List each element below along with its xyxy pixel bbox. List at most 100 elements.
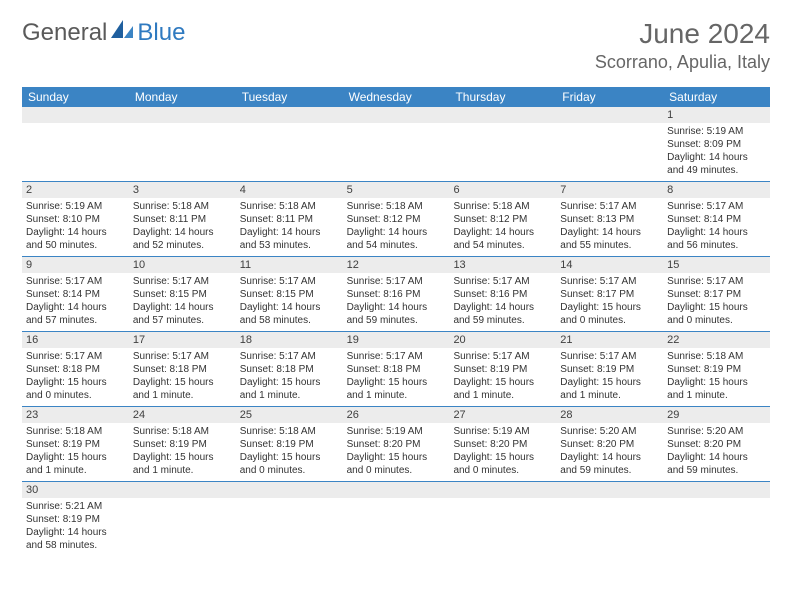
day-number: 24 [129, 407, 236, 423]
sun-info: Sunrise: 5:19 AMSunset: 8:10 PMDaylight:… [26, 200, 125, 252]
sun-info: Sunrise: 5:17 AMSunset: 8:14 PMDaylight:… [26, 275, 125, 327]
calendar-cell: Sunrise: 5:17 AMSunset: 8:14 PMDaylight:… [663, 198, 770, 256]
calendar-cell: Sunrise: 5:18 AMSunset: 8:11 PMDaylight:… [129, 198, 236, 256]
sun-info: Sunrise: 5:17 AMSunset: 8:18 PMDaylight:… [133, 350, 232, 402]
day-content-row: Sunrise: 5:17 AMSunset: 8:18 PMDaylight:… [22, 348, 770, 406]
logo: General Blue [22, 18, 185, 47]
weekday-label: Saturday [663, 87, 770, 107]
calendar-cell: Sunrise: 5:17 AMSunset: 8:18 PMDaylight:… [343, 348, 450, 406]
day-number: 28 [556, 407, 663, 423]
calendar-cell: Sunrise: 5:17 AMSunset: 8:13 PMDaylight:… [556, 198, 663, 256]
sun-info: Sunrise: 5:20 AMSunset: 8:20 PMDaylight:… [560, 425, 659, 477]
day-number: 30 [22, 482, 129, 498]
calendar-week: 1Sunrise: 5:19 AMSunset: 8:09 PMDaylight… [22, 107, 770, 181]
day-number: 3 [129, 182, 236, 198]
logo-sail-icon [109, 18, 135, 47]
day-number [22, 107, 129, 123]
calendar-cell: Sunrise: 5:20 AMSunset: 8:20 PMDaylight:… [663, 423, 770, 481]
sun-info: Sunrise: 5:17 AMSunset: 8:16 PMDaylight:… [453, 275, 552, 327]
sun-info: Sunrise: 5:18 AMSunset: 8:11 PMDaylight:… [240, 200, 339, 252]
calendar-cell: Sunrise: 5:18 AMSunset: 8:12 PMDaylight:… [343, 198, 450, 256]
calendar-cell: Sunrise: 5:17 AMSunset: 8:14 PMDaylight:… [22, 273, 129, 331]
page-header: General Blue June 2024 Scorrano, Apulia,… [0, 0, 792, 81]
day-number: 18 [236, 332, 343, 348]
calendar-cell [343, 498, 450, 556]
day-number: 6 [449, 182, 556, 198]
day-number [449, 107, 556, 123]
weekday-label: Monday [129, 87, 236, 107]
calendar-cell: Sunrise: 5:21 AMSunset: 8:19 PMDaylight:… [22, 498, 129, 556]
calendar-cell: Sunrise: 5:19 AMSunset: 8:09 PMDaylight:… [663, 123, 770, 181]
sun-info: Sunrise: 5:18 AMSunset: 8:12 PMDaylight:… [453, 200, 552, 252]
day-number: 27 [449, 407, 556, 423]
day-number-row: 30 [22, 482, 770, 498]
day-number: 5 [343, 182, 450, 198]
sun-info: Sunrise: 5:19 AMSunset: 8:20 PMDaylight:… [453, 425, 552, 477]
calendar-cell [556, 123, 663, 181]
calendar-table: SundayMondayTuesdayWednesdayThursdayFrid… [22, 87, 770, 556]
day-content-row: Sunrise: 5:21 AMSunset: 8:19 PMDaylight:… [22, 498, 770, 556]
sun-info: Sunrise: 5:20 AMSunset: 8:20 PMDaylight:… [667, 425, 766, 477]
weekday-header-row: SundayMondayTuesdayWednesdayThursdayFrid… [22, 87, 770, 107]
calendar-cell: Sunrise: 5:18 AMSunset: 8:19 PMDaylight:… [22, 423, 129, 481]
sun-info: Sunrise: 5:17 AMSunset: 8:19 PMDaylight:… [560, 350, 659, 402]
day-number: 17 [129, 332, 236, 348]
sun-info: Sunrise: 5:17 AMSunset: 8:17 PMDaylight:… [667, 275, 766, 327]
day-content-row: Sunrise: 5:18 AMSunset: 8:19 PMDaylight:… [22, 423, 770, 481]
calendar-cell [663, 498, 770, 556]
month-title: June 2024 [595, 18, 770, 50]
day-number: 2 [22, 182, 129, 198]
calendar-cell [22, 123, 129, 181]
day-number [343, 107, 450, 123]
day-number: 19 [343, 332, 450, 348]
calendar-cell [343, 123, 450, 181]
calendar-cell: Sunrise: 5:17 AMSunset: 8:16 PMDaylight:… [449, 273, 556, 331]
sun-info: Sunrise: 5:17 AMSunset: 8:19 PMDaylight:… [453, 350, 552, 402]
calendar-week: 2345678 Sunrise: 5:19 AMSunset: 8:10 PMDa… [22, 181, 770, 256]
calendar-cell: Sunrise: 5:19 AMSunset: 8:20 PMDaylight:… [449, 423, 556, 481]
day-number: 8 [663, 182, 770, 198]
sun-info: Sunrise: 5:17 AMSunset: 8:14 PMDaylight:… [667, 200, 766, 252]
sun-info: Sunrise: 5:19 AMSunset: 8:20 PMDaylight:… [347, 425, 446, 477]
day-number: 16 [22, 332, 129, 348]
sun-info: Sunrise: 5:17 AMSunset: 8:15 PMDaylight:… [240, 275, 339, 327]
day-number: 14 [556, 257, 663, 273]
calendar-body: 1Sunrise: 5:19 AMSunset: 8:09 PMDaylight… [22, 107, 770, 556]
weekday-label: Sunday [22, 87, 129, 107]
calendar-cell [129, 498, 236, 556]
sun-info: Sunrise: 5:18 AMSunset: 8:19 PMDaylight:… [133, 425, 232, 477]
calendar-cell: Sunrise: 5:17 AMSunset: 8:15 PMDaylight:… [236, 273, 343, 331]
calendar-week: 16171819202122Sunrise: 5:17 AMSunset: 8:… [22, 331, 770, 406]
sun-info: Sunrise: 5:18 AMSunset: 8:19 PMDaylight:… [240, 425, 339, 477]
sun-info: Sunrise: 5:17 AMSunset: 8:15 PMDaylight:… [133, 275, 232, 327]
calendar-cell [236, 123, 343, 181]
day-number: 11 [236, 257, 343, 273]
calendar-cell: Sunrise: 5:17 AMSunset: 8:15 PMDaylight:… [129, 273, 236, 331]
calendar-cell: Sunrise: 5:17 AMSunset: 8:19 PMDaylight:… [449, 348, 556, 406]
day-number-row: 23242526272829 [22, 407, 770, 423]
calendar-cell: Sunrise: 5:17 AMSunset: 8:17 PMDaylight:… [663, 273, 770, 331]
calendar-cell: Sunrise: 5:19 AMSunset: 8:10 PMDaylight:… [22, 198, 129, 256]
day-number: 29 [663, 407, 770, 423]
sun-info: Sunrise: 5:17 AMSunset: 8:16 PMDaylight:… [347, 275, 446, 327]
calendar-cell [129, 123, 236, 181]
calendar-cell [449, 498, 556, 556]
day-number [663, 482, 770, 498]
day-content-row: Sunrise: 5:19 AMSunset: 8:10 PMDaylight:… [22, 198, 770, 256]
calendar-cell: Sunrise: 5:17 AMSunset: 8:16 PMDaylight:… [343, 273, 450, 331]
weekday-label: Friday [556, 87, 663, 107]
calendar-cell [449, 123, 556, 181]
day-number [129, 107, 236, 123]
day-number-row: 2345678 [22, 182, 770, 198]
day-content-row: Sunrise: 5:17 AMSunset: 8:14 PMDaylight:… [22, 273, 770, 331]
sun-info: Sunrise: 5:17 AMSunset: 8:13 PMDaylight:… [560, 200, 659, 252]
sun-info: Sunrise: 5:18 AMSunset: 8:19 PMDaylight:… [667, 350, 766, 402]
sun-info: Sunrise: 5:17 AMSunset: 8:18 PMDaylight:… [347, 350, 446, 402]
logo-text-general: General [22, 19, 107, 47]
sun-info: Sunrise: 5:18 AMSunset: 8:12 PMDaylight:… [347, 200, 446, 252]
calendar-cell: Sunrise: 5:17 AMSunset: 8:18 PMDaylight:… [22, 348, 129, 406]
sun-info: Sunrise: 5:18 AMSunset: 8:11 PMDaylight:… [133, 200, 232, 252]
day-number: 1 [663, 107, 770, 123]
day-number [556, 482, 663, 498]
day-number: 15 [663, 257, 770, 273]
